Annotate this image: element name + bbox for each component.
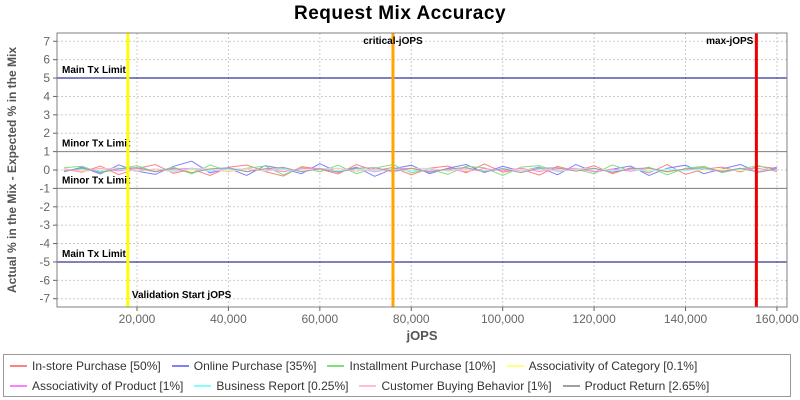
x-tick-label: 40,000 bbox=[210, 312, 247, 326]
series-lines bbox=[63, 160, 778, 177]
legend-swatch bbox=[194, 384, 212, 387]
legend-swatch bbox=[10, 384, 27, 387]
y-tick-label: 3 bbox=[43, 108, 50, 122]
marker-line-label: Validation Start jOPS bbox=[132, 290, 232, 301]
legend-item: In-store Purchase [50%] bbox=[10, 359, 161, 373]
y-tick-label: -7 bbox=[39, 292, 50, 306]
limit-line-label: Main Tx Limit bbox=[62, 249, 127, 260]
legend-label: Customer Buying Behavior [1%] bbox=[381, 378, 552, 393]
y-tick-label: 2 bbox=[43, 126, 50, 140]
y-tick-label: -6 bbox=[39, 273, 50, 287]
legend: In-store Purchase [50%] Online Purchase [… bbox=[3, 354, 791, 397]
y-axis-label: Actual % in the Mix - Expected % in the … bbox=[5, 47, 19, 293]
legend-item: Customer Buying Behavior [1%] bbox=[359, 378, 552, 393]
limit-lines: Main Tx Limit Minor Tx Limit Minor Tx Limi… bbox=[57, 65, 787, 263]
legend-swatch bbox=[327, 364, 345, 367]
legend-label: Associativity of Product [1%] bbox=[32, 378, 184, 393]
y-tick-label: 0 bbox=[43, 163, 50, 177]
y-tick-label: 4 bbox=[43, 89, 50, 103]
legend-label: Online Purchase [35%] bbox=[193, 358, 317, 373]
limit-line-label: Main Tx Limit bbox=[62, 65, 127, 76]
x-tick-label: 20,000 bbox=[119, 312, 156, 326]
y-tick-label: -2 bbox=[39, 200, 50, 214]
legend-row: Associativity of Product [1%] Business Re… bbox=[4, 376, 790, 396]
limit-line-label: Minor Tx Limit bbox=[62, 175, 131, 186]
legend-row: In-store Purchase [50%] Online Purchase [… bbox=[4, 356, 790, 376]
legend-label: Associativity of Category [0.1%] bbox=[528, 358, 698, 373]
legend-item: Product Return [2.65%] bbox=[562, 378, 710, 393]
x-tick-label: 60,000 bbox=[301, 312, 338, 326]
chart-title: Request Mix Accuracy bbox=[293, 3, 507, 24]
x-tick-label: 120,000 bbox=[572, 312, 616, 326]
marker-line-label: max-jOPS bbox=[706, 36, 754, 47]
y-tick-label: 1 bbox=[43, 145, 50, 159]
y-tick-label: -1 bbox=[39, 181, 50, 195]
legend-item: Associativity of Product [1%] bbox=[10, 379, 183, 393]
legend-item: Installment Purchase [10%] bbox=[327, 358, 496, 373]
y-tick-label: 6 bbox=[43, 53, 50, 67]
axes: 20,000 40,000 60,000 80,000 100,000 120,000 14… bbox=[39, 34, 799, 326]
legend-item: Associativity of Category [0.1%] bbox=[506, 358, 698, 373]
legend-swatch bbox=[562, 384, 580, 387]
limit-line-label: Minor Tx Limit bbox=[62, 139, 131, 150]
y-tick-label: 5 bbox=[43, 71, 50, 85]
x-tick-label: 100,000 bbox=[481, 312, 525, 326]
x-tick-label: 80,000 bbox=[393, 312, 430, 326]
y-tick-label: -3 bbox=[39, 218, 50, 232]
legend-item: Business Report [0.25%] bbox=[194, 379, 348, 393]
marker-line-label: critical-jOPS bbox=[363, 36, 423, 47]
legend-item: Online Purchase [35%] bbox=[171, 358, 317, 373]
series-line bbox=[63, 163, 777, 177]
legend-label: Product Return [2.65%] bbox=[584, 378, 710, 393]
legend-label: Business Report [0.25%] bbox=[216, 378, 349, 393]
legend-label: Installment Purchase [10%] bbox=[349, 358, 496, 373]
x-axis-label: jOPS bbox=[405, 328, 437, 343]
y-tick-label: 7 bbox=[43, 34, 50, 48]
legend-label: In-store Purchase [50%] bbox=[32, 358, 161, 373]
x-tick-label: 140,000 bbox=[664, 312, 708, 326]
y-tick-label: -5 bbox=[39, 255, 50, 269]
series-line bbox=[63, 166, 777, 174]
x-tick-label: 160,000 bbox=[755, 312, 799, 326]
legend-swatch bbox=[506, 364, 524, 367]
legend-swatch bbox=[171, 364, 189, 367]
legend-swatch bbox=[359, 384, 377, 387]
marker-lines: Validation Start jOPS critical-jOPS max-jO… bbox=[126, 33, 758, 307]
legend-swatch bbox=[10, 364, 27, 367]
y-tick-label: -4 bbox=[39, 237, 50, 251]
